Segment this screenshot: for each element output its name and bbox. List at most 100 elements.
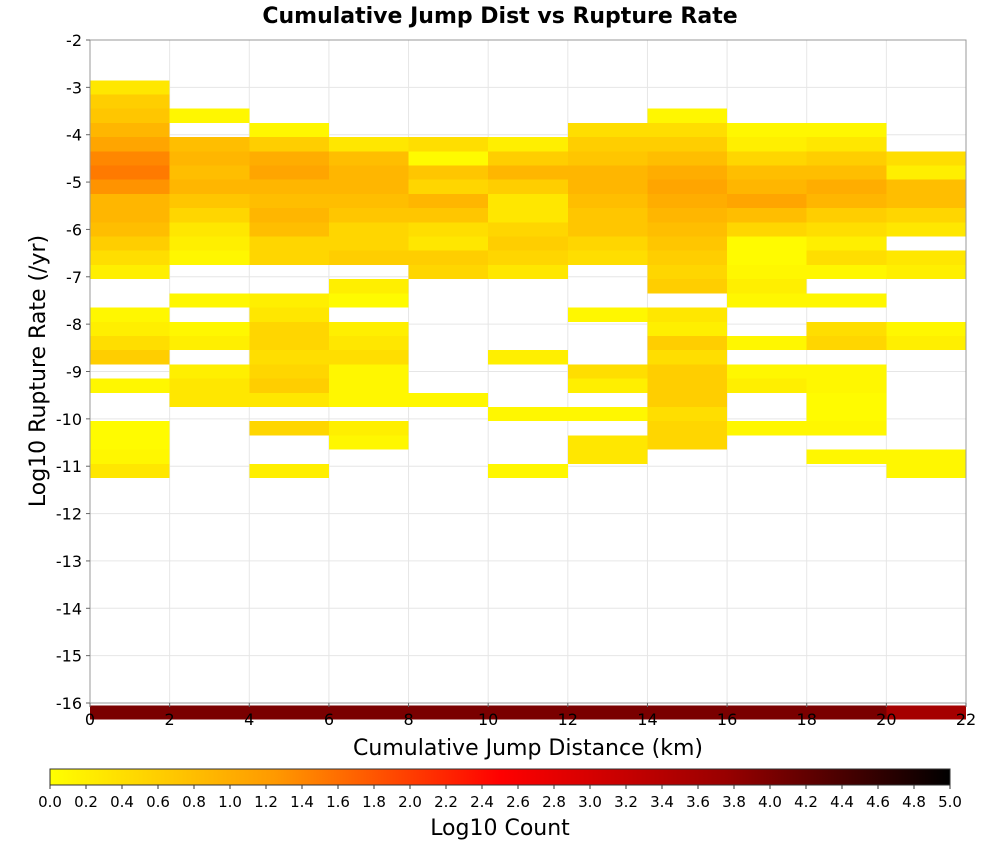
y-tick-label: -16 <box>56 694 82 713</box>
colorbar-tick-label: 0.8 <box>182 793 206 811</box>
colorbar-tick-label: 0.0 <box>38 793 62 811</box>
heatmap-cell <box>90 350 170 365</box>
x-tick-label: 4 <box>244 710 254 729</box>
heatmap-cell <box>886 222 966 237</box>
heatmap-cell <box>328 193 409 209</box>
heatmap-cell <box>328 179 409 194</box>
heatmap-cell <box>169 222 250 237</box>
heatmap-cell <box>567 151 648 166</box>
colorbar-tick-label: 1.0 <box>218 793 242 811</box>
heatmap-cell <box>647 279 728 294</box>
heatmap-cell <box>806 335 887 351</box>
heatmap-cell <box>647 222 728 237</box>
heatmap-cell <box>408 392 489 408</box>
heatmap-cell <box>727 208 807 223</box>
heatmap-cell <box>90 463 170 479</box>
heatmap-cell <box>90 108 170 123</box>
heatmap-cell <box>249 321 329 336</box>
heatmap-cell <box>328 321 409 336</box>
heatmap-cell <box>488 165 568 180</box>
colorbar-tick-label: 4.8 <box>902 793 926 811</box>
heatmap-cell <box>567 179 648 194</box>
heatmap-cell <box>169 137 250 152</box>
heatmap-cell <box>647 179 728 194</box>
x-tick-label: 10 <box>478 710 498 729</box>
heatmap-cell <box>727 279 807 294</box>
heatmap-cell <box>169 165 250 180</box>
heatmap-cell <box>90 449 170 464</box>
heatmap-cell <box>328 705 409 720</box>
heatmap-cell <box>806 705 887 720</box>
heatmap-cell <box>886 264 966 280</box>
colorbar-ticks: 0.0 0.2 0.4 0.6 0.8 1.0 1.2 1.4 1.6 1.8 2.0 2.2 2.4 2… <box>38 785 962 811</box>
heatmap-cell <box>567 407 648 422</box>
heatmap-cell <box>727 364 807 379</box>
heatmap-cell <box>328 208 409 223</box>
heatmap-cell <box>806 122 887 138</box>
heatmap-cell <box>647 151 728 166</box>
heatmap-cell <box>328 364 409 379</box>
heatmap-cell <box>169 151 250 166</box>
y-tick-label: -10 <box>56 410 82 429</box>
heatmap-cell <box>90 378 170 393</box>
heatmap-cell <box>806 165 887 180</box>
x-tick-label: 0 <box>85 710 95 729</box>
x-axis-label: Cumulative Jump Distance (km) <box>353 736 703 761</box>
colorbar-tick-label: 4.4 <box>830 793 854 811</box>
colorbar-tick-label: 5.0 <box>938 793 962 811</box>
heatmap-cell <box>90 151 170 166</box>
heatmap-cell <box>90 179 170 194</box>
heatmap-cell <box>90 264 170 280</box>
heatmap-cell <box>727 179 807 194</box>
x-tick-label: 16 <box>717 710 737 729</box>
heatmap-cell <box>727 293 807 308</box>
heatmap-cell <box>806 137 887 152</box>
y-tick-label: -7 <box>66 268 82 287</box>
heatmap-cell <box>567 222 648 237</box>
heatmap-cell <box>647 321 728 336</box>
heatmap-cell <box>727 335 807 351</box>
heatmap-cell <box>90 335 170 351</box>
chart-title: Cumulative Jump Dist vs Rupture Rate <box>262 4 737 29</box>
heatmap-cell <box>488 208 568 223</box>
heatmap-cell <box>328 279 409 294</box>
x-tick-label: 14 <box>637 710 657 729</box>
heatmap-cell <box>647 108 728 123</box>
colorbar-tick-label: 2.8 <box>542 793 566 811</box>
y-tick-label: -4 <box>66 126 82 145</box>
heatmap-cell <box>806 151 887 166</box>
heatmap-cell <box>806 449 887 464</box>
heatmap-cells <box>90 80 966 720</box>
heatmap-cell <box>647 378 728 393</box>
heatmap-cell <box>647 236 728 251</box>
heatmap-cell <box>488 705 568 720</box>
heatmap-cell <box>249 208 329 223</box>
heatmap-cell <box>727 193 807 209</box>
heatmap-cell <box>806 392 887 408</box>
heatmap-cell <box>328 335 409 351</box>
heatmap-cell <box>727 222 807 237</box>
heatmap-cell <box>488 463 568 479</box>
heatmap-cell <box>328 435 409 450</box>
heatmap-cell <box>488 264 568 280</box>
heatmap-cell <box>647 307 728 322</box>
colorbar-tick-label: 1.6 <box>326 793 350 811</box>
heatmap-cell <box>488 236 568 251</box>
colorbar-label: Log10 Count <box>430 816 570 841</box>
heatmap-cell <box>90 250 170 265</box>
x-tick-label: 2 <box>165 710 175 729</box>
heatmap-cell <box>249 463 329 479</box>
heatmap-cell <box>806 179 887 194</box>
y-axis-label: Log10 Rupture Rate (/yr) <box>26 235 51 507</box>
heatmap-cell <box>488 193 568 209</box>
heatmap-cell <box>806 208 887 223</box>
heatmap-cell <box>886 208 966 223</box>
heatmap-cell <box>328 236 409 251</box>
heatmap-cell <box>727 264 807 280</box>
heatmap-cell <box>90 222 170 237</box>
heatmap-cell <box>90 80 170 95</box>
x-tick-label: 22 <box>956 710 976 729</box>
heatmap-cell <box>249 122 329 138</box>
colorbar-tick-label: 0.2 <box>74 793 98 811</box>
heatmap-cell <box>408 179 489 194</box>
